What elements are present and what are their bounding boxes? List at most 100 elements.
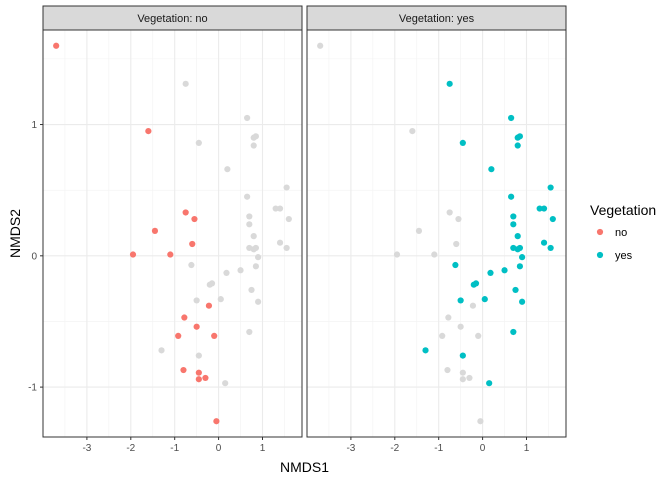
data-point-background-yes [255, 254, 262, 261]
data-point-yes [486, 380, 493, 387]
panel-border [306, 29, 567, 438]
data-point-background-no [477, 418, 484, 425]
facet-panel-vegetation-yes: Vegetation: yes -3 -2 -1 0 1 [306, 5, 567, 454]
facet-strip [42, 5, 303, 31]
data-point-yes [514, 246, 521, 253]
data-point-background-yes [195, 352, 202, 359]
data-point-yes [512, 286, 519, 294]
data-point-background-no [409, 127, 416, 135]
data-point-yes [540, 205, 548, 212]
x-tick-label: -2 [126, 443, 135, 454]
data-point-yes [446, 80, 453, 87]
data-point-background-yes [246, 328, 253, 336]
facet-strip-label: Vegetation: yes [399, 13, 475, 25]
data-point-background-no [466, 374, 473, 382]
data-point-background-yes [193, 297, 200, 304]
data-point-background-no [459, 369, 466, 376]
legend: Vegetation no yes [590, 202, 656, 262]
data-point-yes [536, 205, 543, 212]
x-axis: -3 -2 -1 0 1 [82, 437, 266, 454]
data-point-background-yes [223, 269, 230, 276]
data-point-background-yes [255, 298, 262, 305]
panel-border [42, 29, 303, 438]
data-point-background-yes [246, 221, 253, 228]
x-tick-label: -2 [390, 443, 399, 454]
data-point-yes [519, 298, 526, 305]
x-tick-label: 0 [480, 443, 486, 454]
data-point-no [191, 215, 198, 223]
data-point-yes [516, 263, 524, 270]
data-point-no [175, 332, 182, 340]
data-point-background-no [444, 366, 451, 374]
data-point-no [202, 374, 209, 382]
data-point-no [211, 332, 218, 340]
data-point-no [145, 127, 152, 135]
y-tick-label: 0 [31, 251, 37, 262]
data-point-yes [459, 139, 466, 147]
data-point-yes [481, 296, 488, 303]
data-point-yes [516, 133, 524, 140]
data-point-yes [470, 281, 477, 288]
data-point-no [167, 251, 174, 258]
data-point-background-yes [248, 286, 255, 294]
y-tick-label: 1 [31, 120, 37, 131]
data-point-yes [519, 254, 526, 261]
data-point-background-yes [182, 80, 189, 87]
data-point-background-no [475, 332, 482, 340]
x-axis-title: NMDS1 [280, 459, 329, 475]
data-point-yes [487, 269, 494, 276]
data-point-yes [547, 244, 554, 252]
data-point-background-yes [188, 261, 195, 269]
data-point-background-yes [252, 133, 260, 140]
data-point-background-yes [206, 281, 213, 288]
x-tick-label: -1 [434, 443, 443, 454]
data-point-background-yes [158, 347, 165, 354]
data-point-yes [508, 193, 515, 200]
data-point-background-yes [276, 205, 284, 212]
data-point-yes [508, 114, 515, 122]
data-point-no [129, 251, 137, 258]
data-point-background-yes [217, 296, 224, 303]
x-tick-label: -3 [82, 443, 91, 454]
data-point-background-yes [224, 166, 231, 173]
data-point-background-yes [283, 184, 290, 191]
data-point-background-yes [276, 239, 284, 246]
data-point-yes [452, 261, 459, 269]
data-point-background-no [393, 251, 401, 258]
y-axis: -1 0 1 [28, 120, 43, 394]
legend-items: no yes [596, 227, 633, 262]
x-tick-label: -1 [170, 443, 179, 454]
data-point-background-yes [272, 205, 279, 212]
data-point-no [213, 418, 220, 425]
data-point-background-yes [237, 267, 244, 274]
x-tick-label: 0 [216, 443, 222, 454]
data-point-background-no [431, 251, 438, 258]
data-point-yes [422, 347, 429, 354]
data-point-yes [514, 142, 521, 149]
data-point-background-yes [244, 114, 251, 122]
data-point-no [193, 323, 200, 330]
y-tick-label: -1 [28, 383, 37, 394]
data-point-background-yes [244, 193, 251, 200]
facet-strip [306, 5, 567, 31]
data-point-background-no [469, 302, 477, 309]
facet-strip-label: Vegetation: no [137, 13, 207, 25]
data-point-background-no [445, 314, 452, 321]
data-point-no [205, 302, 213, 309]
legend-key-yes [596, 251, 604, 259]
data-point-background-yes [283, 244, 290, 252]
legend-label-no: no [615, 227, 627, 239]
data-point-yes [549, 215, 556, 223]
data-point-background-no [415, 227, 423, 234]
data-point-yes [459, 352, 466, 359]
data-point-no [53, 42, 60, 49]
data-point-background-no [446, 209, 453, 216]
x-tick-label: -3 [346, 443, 355, 454]
x-tick-label: 1 [524, 443, 530, 454]
data-point-no [181, 314, 188, 321]
data-point-background-no [455, 215, 462, 223]
data-point-yes [540, 239, 548, 246]
data-point-background-no [459, 376, 466, 383]
data-point-yes [457, 297, 464, 304]
